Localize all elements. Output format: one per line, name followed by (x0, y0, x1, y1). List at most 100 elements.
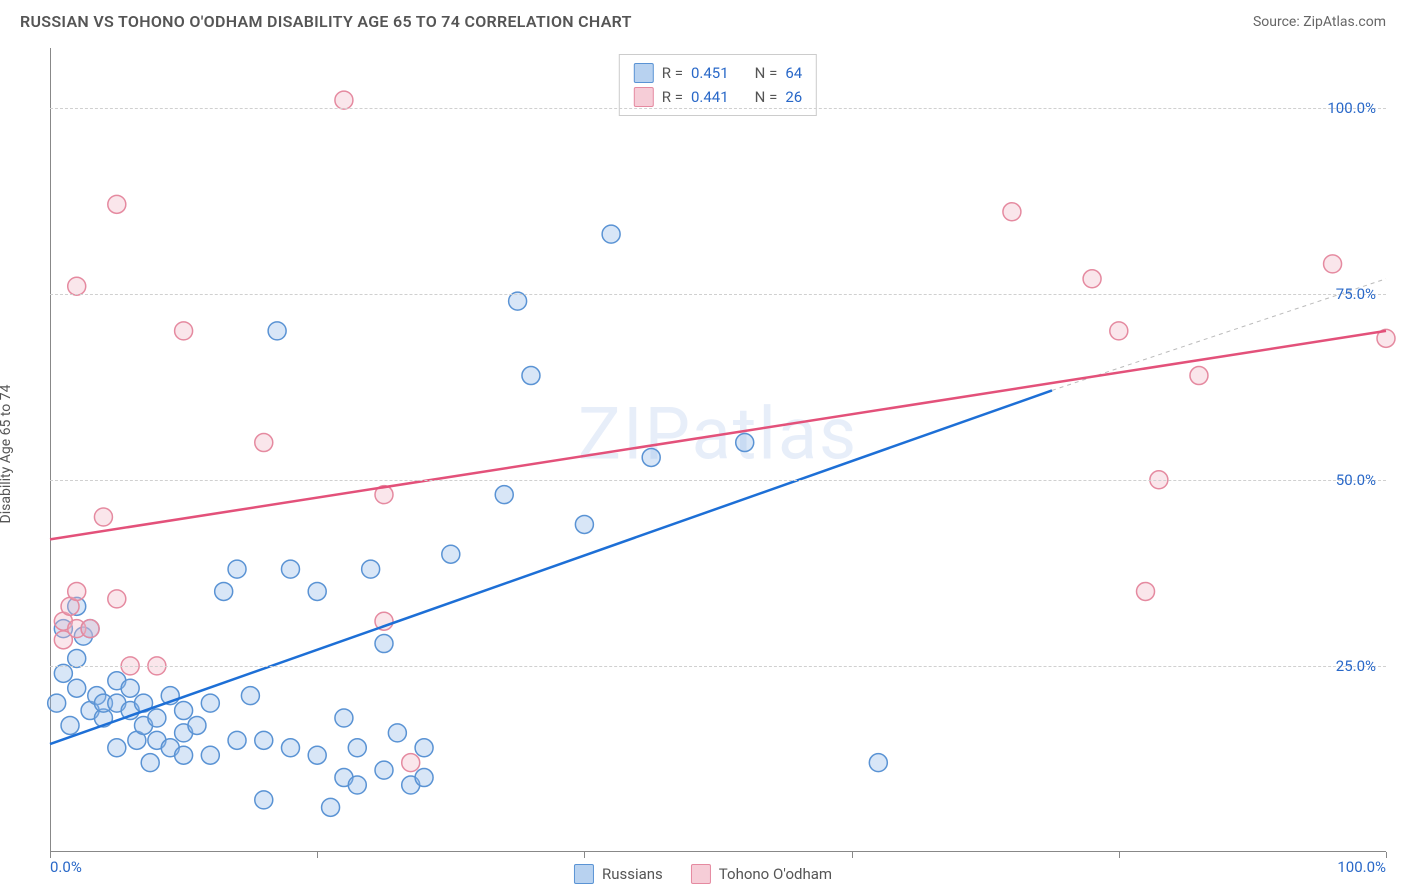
legend-n-value: 64 (785, 61, 802, 85)
legend-row: R = 0.441 N = 26 (634, 85, 802, 109)
tohono-point (1003, 203, 1021, 221)
russians-point (522, 367, 540, 385)
russians-point (201, 694, 219, 712)
russians-point (322, 798, 340, 816)
tohono-point (68, 582, 86, 600)
russians-point (602, 225, 620, 243)
russians-point (388, 724, 406, 742)
series-legend-item: Tohono O'odham (691, 864, 832, 884)
russians-point (268, 322, 286, 340)
gridline (50, 666, 1386, 667)
x-tick (852, 852, 853, 858)
legend-swatch (634, 87, 654, 107)
russians-point (241, 687, 259, 705)
russians-point (61, 716, 79, 734)
chart-header: RUSSIAN VS TOHONO O'ODHAM DISABILITY AGE… (0, 0, 1406, 39)
russians-point (281, 739, 299, 757)
russians-point (375, 635, 393, 653)
legend-n-value: 26 (785, 85, 802, 109)
series-legend: Russians Tohono O'odham (574, 864, 832, 884)
russians-point (415, 739, 433, 757)
russians-point (255, 731, 273, 749)
scatter-svg (50, 48, 1386, 852)
russians-point (68, 649, 86, 667)
russians-point (575, 515, 593, 533)
series-legend-label: Tohono O'odham (719, 865, 832, 883)
chart-container: ZIPatlas R =0.451N =64R =0.441N =26 25.0… (50, 48, 1386, 852)
tohono-point (1083, 270, 1101, 288)
tohono-point (175, 322, 193, 340)
tohono-point (1324, 255, 1342, 273)
russians-point (869, 754, 887, 772)
chart-source: Source: ZipAtlas.com (1253, 14, 1386, 30)
series-legend-item: Russians (574, 864, 663, 884)
legend-r-value: 0.451 (691, 61, 729, 85)
russians-point (108, 739, 126, 757)
y-tick-label: 100.0% (1327, 99, 1376, 117)
legend-swatch (691, 864, 711, 884)
russians-point (495, 486, 513, 504)
russians-point (442, 545, 460, 563)
legend-swatch (634, 63, 654, 83)
tohono-point (1190, 367, 1208, 385)
y-tick-label: 25.0% (1336, 657, 1376, 675)
tohono-point (81, 620, 99, 638)
tohono-point (108, 195, 126, 213)
tohono-point (94, 508, 112, 526)
russians-point (228, 560, 246, 578)
y-axis-label: Disability Age 65 to 74 (0, 385, 14, 524)
tohono-point (68, 277, 86, 295)
tohono-point (402, 754, 420, 772)
legend-swatch (574, 864, 594, 884)
tohono-point (1110, 322, 1128, 340)
russians-point (362, 560, 380, 578)
russians-point (141, 754, 159, 772)
gridline (50, 294, 1386, 295)
russians-point (48, 694, 66, 712)
russians-trendline (50, 390, 1052, 744)
y-tick-label: 50.0% (1336, 471, 1376, 489)
russians-point (255, 791, 273, 809)
russians-point (68, 679, 86, 697)
russians-point (348, 776, 366, 794)
russians-point (415, 769, 433, 787)
plot-area: ZIPatlas R =0.451N =64R =0.441N =26 25.0… (50, 48, 1386, 852)
y-tick-label: 75.0% (1336, 285, 1376, 303)
russians-point (509, 292, 527, 310)
x-tick (584, 852, 585, 858)
tohono-point (1137, 582, 1155, 600)
russians-point (175, 746, 193, 764)
x-tick (1119, 852, 1120, 858)
russians-point (348, 739, 366, 757)
russians-point (148, 709, 166, 727)
x-tick (317, 852, 318, 858)
legend-r-label: R = (662, 61, 683, 85)
tohono-point (335, 91, 353, 109)
russians-point (188, 716, 206, 734)
legend-n-label: N = (755, 85, 778, 109)
tohono-point (255, 434, 273, 452)
russians-point (54, 664, 72, 682)
russians-point (215, 582, 233, 600)
russians-point (228, 731, 246, 749)
russians-point (121, 679, 139, 697)
x-tick-label: 100.0% (1337, 858, 1386, 876)
chart-title: RUSSIAN VS TOHONO O'ODHAM DISABILITY AGE… (20, 12, 632, 31)
russians-point (281, 560, 299, 578)
legend-r-label: R = (662, 85, 683, 109)
gridline (50, 108, 1386, 109)
x-tick-label: 0.0% (50, 858, 82, 876)
russians-point (642, 448, 660, 466)
gridline (50, 480, 1386, 481)
russians-point (175, 702, 193, 720)
russians-point (736, 434, 754, 452)
russians-point (375, 761, 393, 779)
russians-point (308, 582, 326, 600)
russians-point (308, 746, 326, 764)
tohono-point (108, 590, 126, 608)
legend-r-value: 0.441 (691, 85, 729, 109)
russians-point (335, 709, 353, 727)
russians-point (201, 746, 219, 764)
series-legend-label: Russians (602, 865, 663, 883)
legend-n-label: N = (755, 61, 778, 85)
